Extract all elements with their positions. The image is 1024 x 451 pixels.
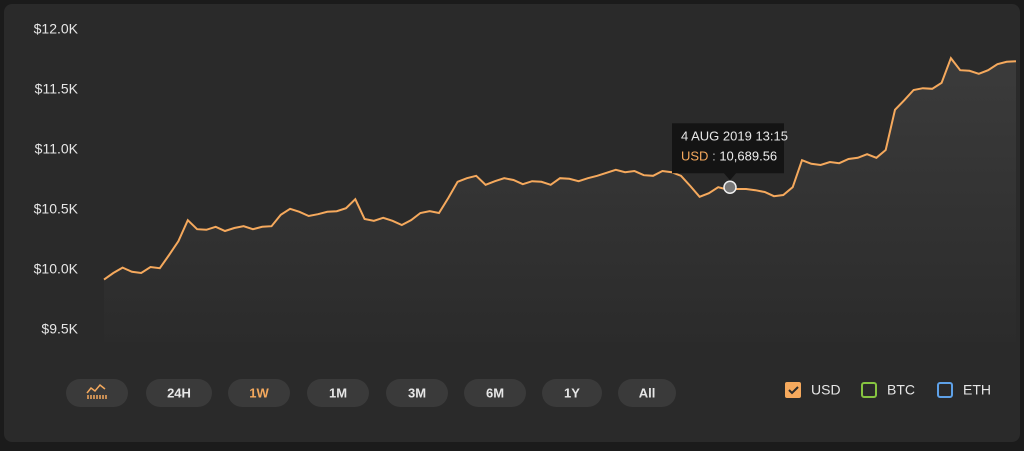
range-label: 1M [329, 385, 347, 400]
legend-label: BTC [887, 382, 915, 398]
tooltip-text: USD [681, 149, 708, 164]
legend-label: USD [811, 382, 841, 398]
y-tick-label: $10.0K [34, 261, 79, 277]
y-tick-label: $11.5K [35, 81, 79, 97]
range-button[interactable]: 1M [307, 379, 369, 407]
range-label: 24H [167, 385, 191, 400]
area [104, 58, 1016, 342]
range-label: 1W [249, 385, 269, 400]
range-label: All [639, 385, 656, 400]
checkbox [785, 382, 801, 398]
range-button[interactable]: 24H [146, 379, 212, 407]
y-tick-label: $10.5K [34, 201, 79, 217]
tooltip-date: 4 AUG 2019 13:15 [681, 129, 788, 144]
range-label: 1Y [564, 385, 580, 400]
button-bg [386, 379, 448, 407]
y-tick-label: $12.0K [34, 21, 79, 37]
checkbox [937, 382, 953, 398]
button-bg [618, 379, 676, 407]
range-label: 3M [408, 385, 426, 400]
button-bg [542, 379, 602, 407]
tooltip-text: 10,689.56 [719, 149, 777, 164]
y-tick-label: $11.0K [35, 141, 79, 157]
tooltip-box [672, 123, 784, 181]
legend-item[interactable]: BTC [861, 382, 915, 398]
legend-item[interactable]: ETH [937, 382, 991, 398]
range-label: 6M [486, 385, 504, 400]
button-bg [66, 379, 128, 407]
icon [86, 383, 106, 394]
checkmark [788, 386, 799, 395]
range-button[interactable]: 1W [228, 379, 290, 407]
range-button[interactable]: 1Y [542, 379, 602, 407]
range-button[interactable]: 3M [386, 379, 448, 407]
y-tick-label: $9.5K [41, 321, 78, 337]
tooltip-point [723, 180, 737, 195]
legend-label: ETH [963, 382, 991, 398]
tooltip-value: USD : 10,689.56 [681, 149, 777, 164]
tooltip-text: : [712, 149, 716, 164]
button-bg [464, 379, 526, 407]
button-bg [228, 379, 290, 407]
legend-item[interactable]: USD [785, 382, 841, 398]
range-button[interactable]: 6M [464, 379, 526, 407]
line [103, 56, 1017, 281]
button-bg [307, 379, 369, 407]
button-bg [146, 379, 212, 407]
range-button[interactable]: All [618, 379, 676, 407]
chart-type-button[interactable] [66, 379, 128, 407]
checkbox [861, 382, 877, 398]
